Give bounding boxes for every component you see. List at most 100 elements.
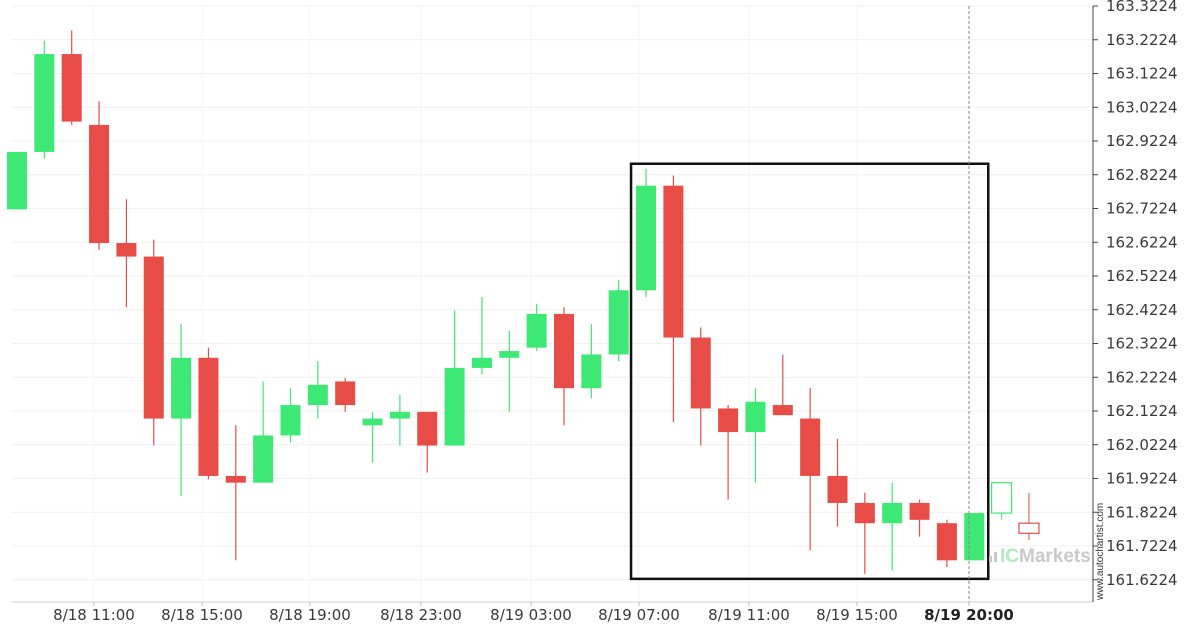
candle-bullish bbox=[608, 280, 629, 362]
candle-bullish bbox=[7, 151, 27, 210]
candle-bullish bbox=[964, 513, 985, 561]
broker-logo-text: ICMarkets bbox=[1000, 546, 1091, 567]
candle-body bbox=[280, 405, 301, 436]
forecast-candle bbox=[1018, 492, 1040, 541]
y-tick-label: 161.6224 bbox=[1106, 571, 1178, 589]
y-tick-label: 161.9224 bbox=[1106, 470, 1178, 488]
candle-body bbox=[882, 502, 903, 524]
forecast-candles bbox=[990, 482, 1040, 541]
y-tick-label: 163.0224 bbox=[1106, 98, 1178, 116]
candle-bullish bbox=[499, 330, 520, 412]
candle-body bbox=[718, 408, 739, 433]
y-tick-label: 163.1224 bbox=[1106, 65, 1178, 83]
y-tick-label: 161.8224 bbox=[1106, 503, 1178, 521]
candle-bearish bbox=[854, 492, 875, 574]
candle-body bbox=[89, 124, 110, 244]
y-tick-label: 162.1224 bbox=[1106, 402, 1178, 420]
candle-body bbox=[745, 401, 766, 433]
y-tick-label: 162.9224 bbox=[1106, 132, 1178, 150]
candle-body bbox=[307, 384, 328, 406]
candle-bearish bbox=[800, 388, 821, 551]
candle-body bbox=[143, 256, 164, 419]
candle-bearish bbox=[89, 101, 110, 250]
candle-bearish bbox=[663, 175, 684, 422]
candle-body bbox=[663, 185, 684, 338]
candle-bearish bbox=[718, 405, 739, 500]
y-tick-label: 163.3224 bbox=[1106, 0, 1178, 15]
x-tick-label: 8/18 19:00 bbox=[269, 606, 351, 624]
candle-bearish bbox=[116, 199, 137, 308]
candle-body bbox=[335, 381, 356, 406]
candle-bearish bbox=[143, 239, 164, 446]
candle-body bbox=[7, 151, 27, 210]
x-tick-label: 8/18 23:00 bbox=[380, 606, 462, 624]
candle-body bbox=[61, 54, 82, 122]
x-axis-ticks: 8/18 11:00 8/18 15:00 8/18 19:00 8/18 23:00… bbox=[53, 602, 1014, 624]
candle-body bbox=[608, 290, 629, 355]
y-tick-label: 162.8224 bbox=[1106, 166, 1178, 184]
candle-body bbox=[690, 337, 711, 409]
y-tick-label: 162.2224 bbox=[1106, 368, 1178, 386]
candle-bearish bbox=[772, 354, 793, 416]
candle-body bbox=[772, 405, 793, 416]
candle-bullish bbox=[882, 482, 903, 571]
x-tick-label: 8/19 07:00 bbox=[598, 606, 680, 624]
candle-body bbox=[225, 475, 246, 483]
pattern-box bbox=[629, 162, 990, 581]
watermark-text: www.autochartist.com bbox=[1095, 503, 1106, 601]
x-tick-label: 8/19 03:00 bbox=[490, 606, 572, 624]
broker-logo: ICMarkets bbox=[989, 546, 1091, 567]
candle-body bbox=[253, 435, 274, 483]
candle-bullish bbox=[253, 381, 274, 483]
y-tick-label: 161.7224 bbox=[1106, 537, 1178, 555]
candle-body bbox=[636, 185, 657, 291]
y-tick-label: 162.3224 bbox=[1106, 335, 1178, 353]
y-axis-ticks: 163.3224 163.2224 163.1224 163.0224 162.9224… bbox=[1093, 0, 1178, 589]
y-tick-label: 163.2224 bbox=[1106, 31, 1178, 49]
candle-body bbox=[909, 502, 930, 520]
candles bbox=[7, 30, 985, 574]
x-tick-label: 8/18 11:00 bbox=[53, 606, 135, 624]
candle-body bbox=[827, 475, 848, 503]
x-tick-label: 8/19 11:00 bbox=[708, 606, 790, 624]
x-tick-label: 8/19 15:00 bbox=[816, 606, 898, 624]
candle-bullish bbox=[745, 388, 766, 483]
candle-body bbox=[362, 418, 383, 426]
x-tick-label: 8/19 20:00 bbox=[924, 606, 1014, 624]
candle-bullish bbox=[636, 168, 657, 298]
candle-bearish bbox=[417, 411, 438, 473]
candle-body bbox=[581, 354, 602, 389]
grid-lines bbox=[12, 5, 1093, 602]
candle-bullish bbox=[581, 324, 602, 399]
candle-body bbox=[471, 357, 492, 368]
candle-bearish bbox=[61, 30, 82, 125]
x-tick-label: 8/18 15:00 bbox=[161, 606, 243, 624]
candle-body bbox=[116, 243, 137, 257]
y-tick-label: 162.4224 bbox=[1106, 301, 1178, 319]
y-tick-label: 162.0224 bbox=[1106, 436, 1178, 454]
candle-bullish bbox=[280, 388, 301, 443]
candle-bearish bbox=[827, 438, 848, 527]
candle-bullish bbox=[171, 324, 192, 497]
candle-bullish bbox=[389, 394, 410, 446]
candle-body bbox=[444, 367, 465, 446]
forecast-candle bbox=[990, 482, 1013, 520]
candle-body bbox=[800, 418, 821, 476]
logo-suffix: Markets bbox=[1019, 546, 1091, 567]
candle-body bbox=[417, 411, 438, 446]
candle-body bbox=[554, 313, 574, 389]
candle-body bbox=[964, 513, 985, 561]
y-tick-label: 162.5224 bbox=[1106, 267, 1178, 285]
candle-bearish bbox=[198, 347, 219, 480]
candle-body bbox=[171, 357, 192, 419]
candle-bullish bbox=[471, 297, 492, 375]
candle-bearish bbox=[690, 327, 711, 446]
candle-body-hollow bbox=[990, 482, 1013, 514]
candle-bearish bbox=[554, 307, 574, 426]
candle-bullish bbox=[307, 361, 328, 419]
candle-bullish bbox=[526, 303, 547, 352]
candle-bearish bbox=[335, 378, 356, 412]
candle-body bbox=[389, 411, 410, 419]
